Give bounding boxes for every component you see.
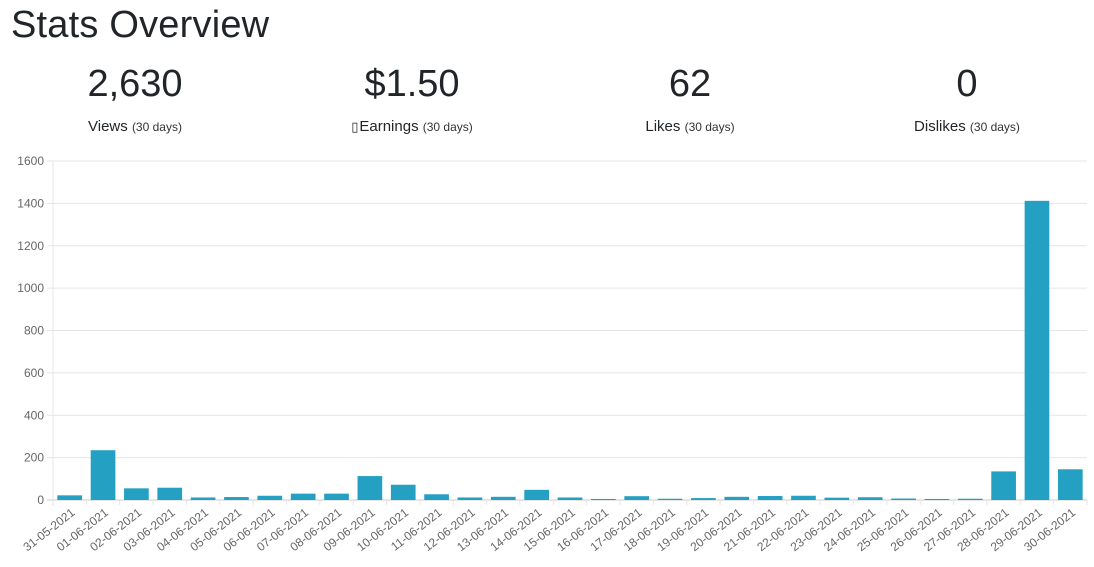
bar: [724, 496, 750, 500]
page-title: Stats Overview: [11, 4, 270, 46]
y-tick-label: 200: [24, 451, 44, 465]
bar: [90, 450, 116, 500]
stat-likes-value: 62: [668, 63, 712, 105]
bar: [457, 497, 483, 500]
stat-likes: 62 Likes (30 days): [560, 58, 820, 135]
bar: [757, 495, 783, 500]
stat-dislikes-note: (30 days): [969, 120, 1020, 134]
bar: [490, 496, 516, 500]
stat-dislikes-label-row: Dislikes (30 days): [837, 118, 1094, 135]
y-tick-label: 1400: [17, 196, 44, 210]
y-tick-label: 600: [24, 366, 44, 380]
stat-views-label-row: Views (30 days): [5, 118, 265, 135]
stat-earnings-value: $1.50: [364, 63, 460, 105]
bar: [657, 498, 683, 500]
bar: [891, 498, 916, 500]
bar: [424, 494, 449, 500]
bar: [357, 476, 383, 500]
bar: [691, 498, 716, 500]
y-tick-label: 1200: [17, 239, 44, 253]
y-tick-label: 0: [37, 493, 44, 507]
y-tick-label: 800: [24, 324, 44, 338]
bar: [557, 497, 583, 500]
bar: [524, 489, 549, 500]
stat-earnings-label-row: ▯Earnings (30 days): [282, 118, 542, 135]
stat-likes-label: Likes: [645, 118, 681, 135]
bar: [190, 497, 216, 500]
views-bar-chart: 0200400600800100012001400160031-05-20210…: [17, 154, 1088, 554]
y-tick-label: 1000: [17, 281, 44, 295]
bar: [390, 484, 416, 500]
bar: [791, 495, 816, 500]
y-tick-label: 400: [24, 408, 44, 422]
bar: [224, 497, 249, 500]
bar: [857, 497, 883, 500]
missing-glyph-icon: ▯: [351, 119, 359, 134]
bar: [257, 495, 283, 500]
stat-likes-note: (30 days): [684, 120, 735, 134]
bar: [991, 471, 1016, 500]
stat-views-value: 2,630: [87, 63, 183, 105]
bar: [1057, 469, 1083, 500]
bar: [124, 488, 149, 500]
stat-dislikes-value: 0: [956, 63, 978, 105]
stat-views-label: Views: [88, 118, 128, 135]
bar: [957, 498, 983, 500]
stats-summary: 2,630 Views (30 days) $1.50 ▯Earnings (3…: [0, 58, 1094, 148]
bar: [290, 493, 316, 500]
stat-earnings-note: (30 days): [422, 120, 473, 134]
bar: [924, 498, 950, 500]
stat-earnings-label: Earnings: [359, 118, 419, 135]
stat-dislikes: 0 Dislikes (30 days): [837, 58, 1094, 135]
stat-dislikes-label: Dislikes: [914, 118, 966, 135]
bar: [1024, 200, 1050, 500]
stat-earnings: $1.50 ▯Earnings (30 days): [282, 58, 542, 135]
bar: [157, 487, 183, 500]
y-tick-label: 1600: [17, 154, 44, 168]
bar: [57, 495, 83, 500]
stat-views-note: (30 days): [131, 120, 182, 134]
bar: [624, 496, 650, 500]
stat-likes-label-row: Likes (30 days): [560, 118, 820, 135]
stat-views: 2,630 Views (30 days): [5, 58, 265, 135]
bar: [591, 498, 616, 500]
bar: [324, 493, 349, 500]
bar: [824, 497, 850, 500]
